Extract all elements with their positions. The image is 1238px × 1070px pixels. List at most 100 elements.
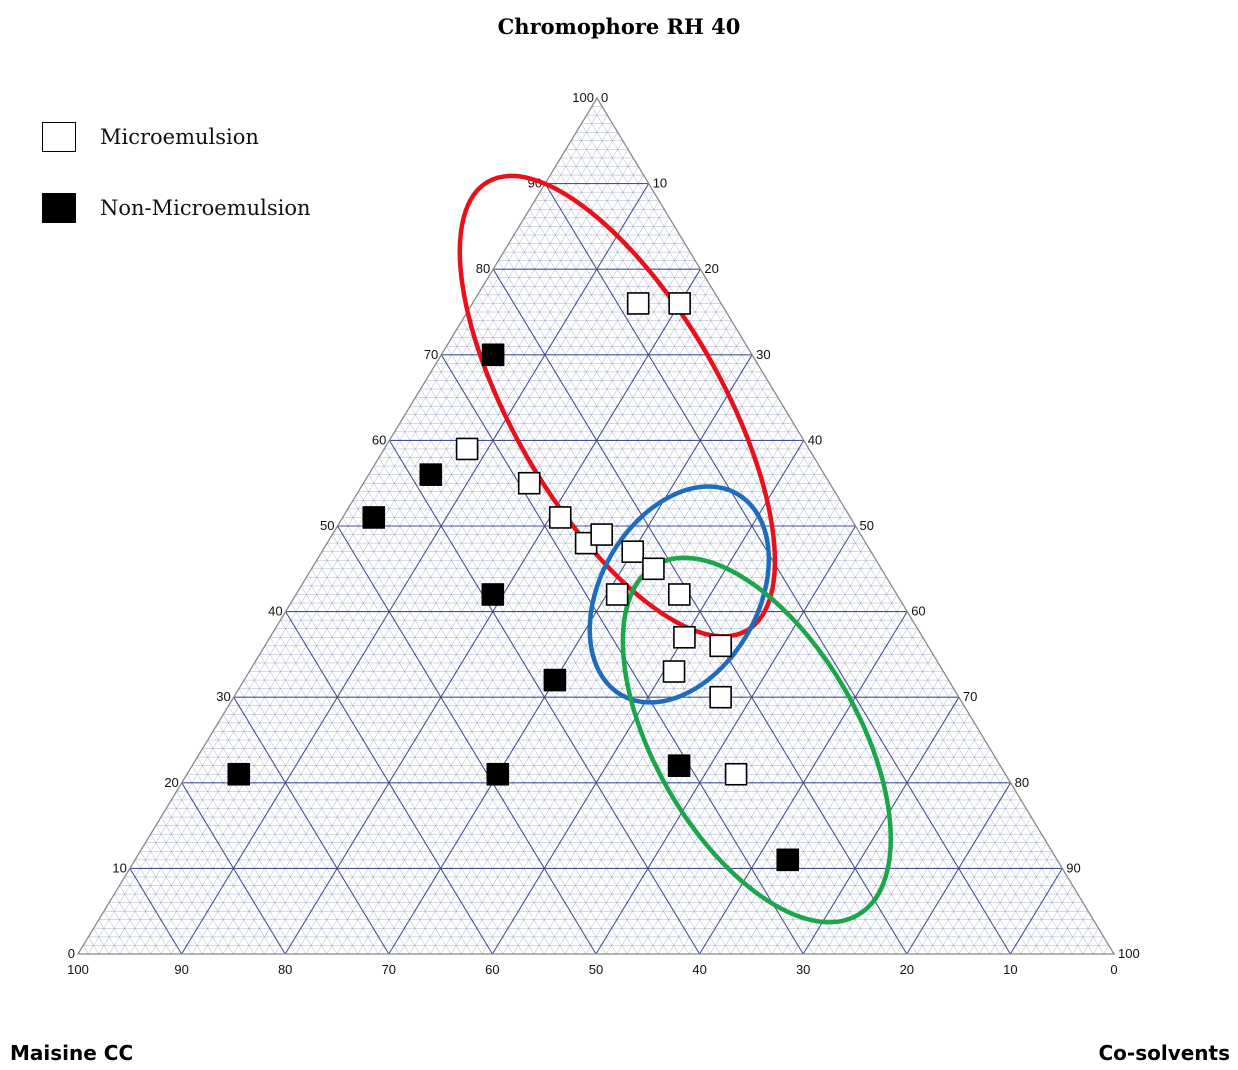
point-microemulsion-10 [667,583,691,606]
grid-line-left-72 [223,714,369,955]
grid-line-left-75 [207,739,338,955]
grid-line-right-29 [378,346,748,955]
tick-right-side-90: 90 [1066,860,1080,875]
point-microemulsion-1 [626,292,650,315]
grid-line-right-11 [191,192,655,955]
legend-entry-non-microemulsion: Non-Microemulsion [42,193,311,223]
legend-entry-microemulsion: Microemulsion [42,122,259,152]
region-ellipse-2 [587,484,772,705]
grid-line-left-97 [93,928,110,955]
tick-bottom-30: 30 [796,962,810,977]
point-non-microemulsion-5 [543,668,567,692]
grid-line-left-84 [160,816,244,955]
legend-swatch-microemulsion [42,122,76,152]
point-non-microemulsion-9 [776,848,800,872]
grid-line-right-95 [1062,911,1089,955]
ternary-triangle-frame [76,96,1116,955]
grid-line-left-94 [108,902,141,955]
grid-line-left-85 [155,825,234,955]
grid-line-left-64 [264,645,452,955]
grid-line-left-3 [581,123,1084,955]
grid-line-right-68 [782,679,949,955]
tick-left-side-40: 40 [268,604,282,619]
grid-line-right-99 [1103,945,1110,955]
grid-line-left-45 [363,483,648,955]
grid-line-left-98 [88,936,99,955]
grid-line-right-51 [606,534,861,955]
grid-line-left-69 [238,688,400,955]
point-non-microemulsion-6 [227,762,251,786]
grid-line-right-73 [834,722,975,955]
grid-line-right-60 [699,611,908,955]
grid-line-left-92 [119,885,162,955]
tick-left-side-10: 10 [112,860,126,875]
grid-line-right-37 [461,414,789,955]
grid-line-right-46 [554,491,835,955]
ternary-frame [76,96,1116,955]
grid-line-right-36 [450,406,784,955]
grid-line-right-72 [823,714,970,955]
grid-line-right-65 [751,654,934,955]
tick-bottom-70: 70 [382,962,396,977]
point-non-microemulsion-3 [362,506,386,529]
grid-line-right-76 [865,748,991,955]
grid-line-left-27 [456,329,835,955]
grid-line-right-62 [720,628,918,955]
grid-line-right-25 [336,311,727,955]
grid-line-left-80 [181,782,286,955]
point-non-microemulsion-2 [419,463,443,486]
grid-line-left-67 [249,671,421,955]
grid-line-right-82 [927,799,1022,955]
grid-line-left-61 [280,620,483,955]
grid-line-right-63 [730,637,923,955]
grid-line-left-96 [98,919,120,955]
tick-right-side-80: 80 [1015,775,1029,790]
grid-line-left-91 [124,876,172,955]
grid-line-left-79 [186,774,296,955]
grid-line-left-57 [300,585,524,955]
grid-line-left-36 [409,406,742,955]
point-microemulsion-9 [642,557,665,581]
grid-line-left-99 [83,945,89,955]
grid-line-right-89 [999,859,1058,955]
grid-line-left-90 [129,868,183,955]
grid-line-right-74 [844,731,980,955]
point-microemulsion-5 [548,506,572,529]
tick-right-side-100: 100 [1118,946,1140,961]
tick-left-side-80: 80 [476,261,490,276]
grid-line-left-56 [306,577,535,955]
grid-line-left-47 [352,500,628,955]
grid-line-left-83 [166,808,255,955]
grid-line-left-51 [332,534,586,955]
point-non-microemulsion-7 [486,762,510,786]
tick-left-side-100: 100 [572,90,594,105]
grid-line-left-88 [140,851,203,955]
grid-line-right-49 [585,517,851,955]
grid-line-left-41 [384,448,690,955]
legend-label-non-microemulsion: Non-Microemulsion [100,196,311,220]
grid-line-left-86 [150,834,224,955]
grid-line-right-87 [979,842,1047,955]
grid-line-left-37 [404,414,731,955]
grid-line-right-35 [440,397,779,955]
tick-right-side-50: 50 [860,518,874,533]
grid-line-right-90 [1009,868,1063,955]
point-microemulsion-14 [662,660,686,683]
grid-line-left-50 [337,525,597,955]
grid-line-left-19 [498,260,918,955]
grid-line-right-79 [896,774,1006,955]
tick-bottom-50: 50 [589,962,603,977]
tick-bottom-10: 10 [1003,962,1017,977]
grid-line-left-25 [467,311,856,955]
grid-line-left-87 [145,842,213,955]
grid-line-left-63 [269,637,462,955]
grid-line-left-95 [103,911,130,955]
tick-bottom-20: 20 [900,962,914,977]
grid-line-left-7 [560,157,1042,955]
grid-line-right-70 [802,696,960,955]
grid-line-right-47 [564,500,841,955]
axis-label-left: Maisine CC [10,1041,134,1065]
point-non-microemulsion-8 [667,754,691,777]
grid-line-left-53 [321,551,566,955]
grid-line-left-70 [233,696,390,955]
